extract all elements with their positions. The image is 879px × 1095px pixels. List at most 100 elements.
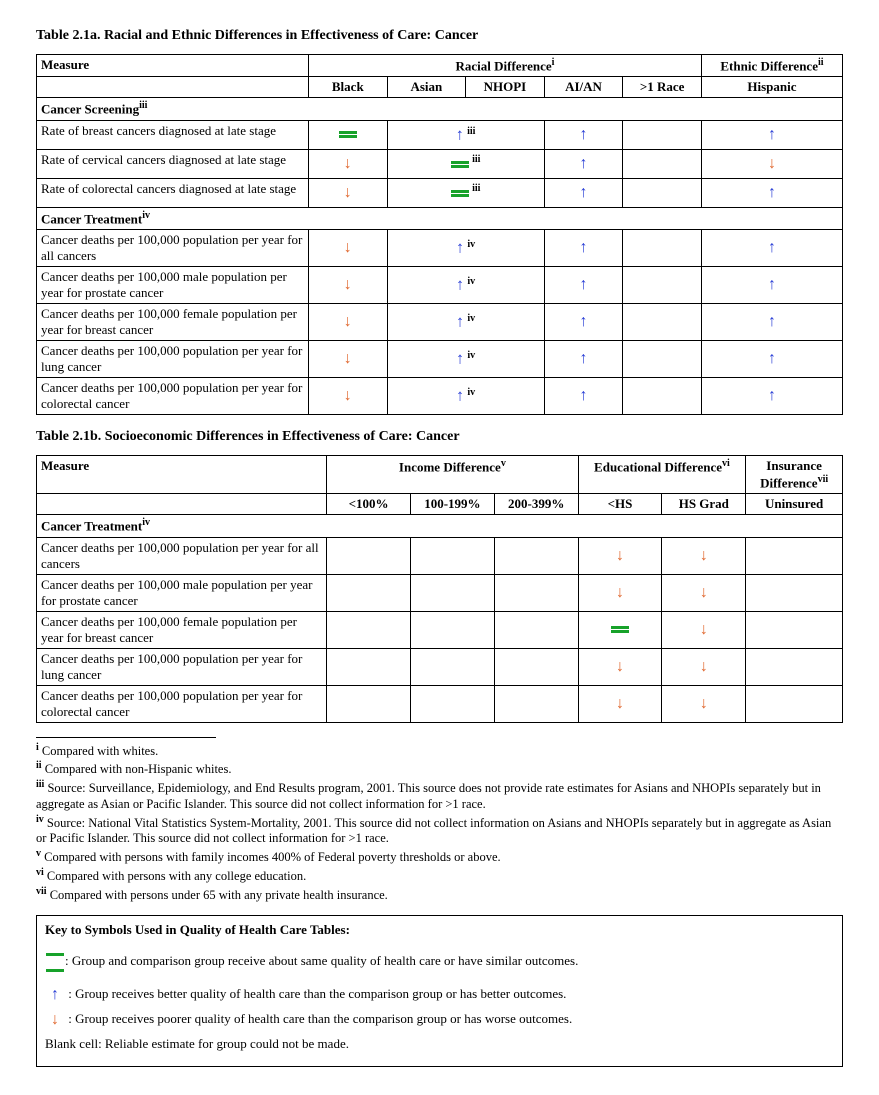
blank-cell	[410, 537, 494, 574]
down-arrow-icon: ↓	[662, 648, 746, 685]
blank-cell	[327, 537, 411, 574]
down-arrow-icon: ↓	[45, 1012, 65, 1028]
up-arrow-icon: ↑	[701, 340, 842, 377]
measure-cell: Cancer deaths per 100,000 population per…	[37, 229, 309, 266]
up-arrow-icon: ↑	[544, 266, 623, 303]
up-arrow-icon: ↑ iv	[387, 377, 544, 414]
down-arrow-icon: ↓	[309, 266, 388, 303]
up-arrow-icon: ↑	[701, 377, 842, 414]
income-header: Income Differencev	[327, 455, 578, 493]
table-row: Cancer deaths per 100,000 population per…	[37, 340, 843, 377]
up-arrow-icon: ↑	[544, 149, 623, 178]
ethnic-header: Ethnic Differenceii	[701, 55, 842, 77]
up-arrow-icon: ↑	[544, 340, 623, 377]
blank-cell	[746, 685, 843, 722]
ins-header: Insurance Differencevii	[746, 455, 843, 493]
footnote: ii Compared with non-Hispanic whites.	[36, 760, 843, 778]
section-cancer-treatment: Cancer Treatmentiv	[37, 207, 843, 229]
measure-cell: Rate of cervical cancers diagnosed at la…	[37, 149, 309, 178]
blank-cell	[623, 377, 702, 414]
blank-cell	[746, 648, 843, 685]
table-row: Rate of cervical cancers diagnosed at la…	[37, 149, 843, 178]
blank-cell	[327, 685, 411, 722]
down-arrow-icon: ↓	[662, 611, 746, 648]
key-up: : Group receives better quality of healt…	[65, 986, 566, 1001]
up-arrow-icon: ↑ iv	[387, 340, 544, 377]
down-arrow-icon: ↓	[309, 178, 388, 207]
blank-cell	[623, 229, 702, 266]
up-arrow-icon: ↑	[701, 178, 842, 207]
blank-cell	[327, 648, 411, 685]
table-row: Cancer deaths per 100,000 population per…	[37, 537, 843, 574]
measure-cell: Rate of breast cancers diagnosed at late…	[37, 120, 309, 149]
blank-cell	[623, 149, 702, 178]
key-eq: : Group and comparison group receive abo…	[65, 953, 578, 968]
racial-header: Racial Differencei	[309, 55, 702, 77]
down-arrow-icon: ↓	[578, 537, 662, 574]
down-arrow-icon: ↓	[578, 685, 662, 722]
table-b-title: Table 2.1b. Socioeconomic Differences in…	[36, 429, 843, 445]
blank-cell	[494, 685, 578, 722]
table-b: Measure Income Differencev Educational D…	[36, 455, 843, 723]
down-arrow-icon: ↓	[578, 574, 662, 611]
blank-cell	[623, 303, 702, 340]
down-arrow-icon: ↓	[309, 340, 388, 377]
blank-cell	[746, 537, 843, 574]
measure-cell: Cancer deaths per 100,000 male populatio…	[37, 574, 327, 611]
down-arrow-icon: ↓	[662, 685, 746, 722]
up-arrow-icon: ↑ iv	[387, 266, 544, 303]
key-blank: Blank cell: Reliable estimate for group …	[45, 1036, 834, 1052]
blank-cell	[327, 574, 411, 611]
up-arrow-icon: ↑	[701, 303, 842, 340]
equal-icon: iii	[387, 149, 544, 178]
down-arrow-icon: ↓	[578, 648, 662, 685]
footnote: vi Compared with persons with any colleg…	[36, 867, 843, 885]
table-b-subheader: <100%100-199%200-399%<HSHS GradUninsured	[37, 494, 843, 515]
measure-cell: Cancer deaths per 100,000 female populat…	[37, 611, 327, 648]
down-arrow-icon: ↓	[701, 149, 842, 178]
up-arrow-icon: ↑	[701, 120, 842, 149]
footnotes: i Compared with whites.ii Compared with …	[36, 742, 843, 904]
measure-cell: Cancer deaths per 100,000 male populatio…	[37, 266, 309, 303]
section-cancer-treatment-b: Cancer Treatmentiv	[37, 515, 843, 537]
up-arrow-icon: ↑	[701, 229, 842, 266]
table-row: Cancer deaths per 100,000 female populat…	[37, 611, 843, 648]
blank-cell	[410, 574, 494, 611]
measure-cell: Cancer deaths per 100,000 population per…	[37, 648, 327, 685]
table-row: Cancer deaths per 100,000 population per…	[37, 377, 843, 414]
blank-cell	[494, 537, 578, 574]
down-arrow-icon: ↓	[309, 149, 388, 178]
up-arrow-icon: ↑	[544, 229, 623, 266]
table-row: Cancer deaths per 100,000 population per…	[37, 685, 843, 722]
measure-header-b: Measure	[37, 455, 327, 493]
measure-header: Measure	[37, 55, 309, 77]
down-arrow-icon: ↓	[309, 229, 388, 266]
footnote: v Compared with persons with family inco…	[36, 848, 843, 866]
measure-cell: Rate of colorectal cancers diagnosed at …	[37, 178, 309, 207]
measure-cell: Cancer deaths per 100,000 population per…	[37, 685, 327, 722]
blank-cell	[494, 648, 578, 685]
blank-cell	[410, 611, 494, 648]
up-arrow-icon: ↑ iv	[387, 303, 544, 340]
table-row: Cancer deaths per 100,000 male populatio…	[37, 266, 843, 303]
blank-cell	[327, 611, 411, 648]
up-arrow-icon: ↑	[544, 178, 623, 207]
blank-cell	[746, 574, 843, 611]
table-row: Cancer deaths per 100,000 female populat…	[37, 303, 843, 340]
blank-cell	[623, 178, 702, 207]
table-row: Cancer deaths per 100,000 population per…	[37, 229, 843, 266]
up-arrow-icon: ↑ iii	[387, 120, 544, 149]
blank-cell	[623, 266, 702, 303]
key-down: : Group receives poorer quality of healt…	[65, 1011, 572, 1026]
key-title: Key to Symbols Used in Quality of Health…	[45, 922, 834, 938]
up-arrow-icon: ↑	[701, 266, 842, 303]
blank-cell	[410, 685, 494, 722]
key-box: Key to Symbols Used in Quality of Health…	[36, 915, 843, 1067]
up-arrow-icon: ↑ iv	[387, 229, 544, 266]
table-a-subheader: BlackAsianNHOPIAI/AN>1 RaceHispanic	[37, 77, 843, 98]
footnote: iv Source: National Vital Statistics Sys…	[36, 814, 843, 847]
footnote: iii Source: Surveillance, Epidemiology, …	[36, 779, 843, 812]
equal-icon	[309, 120, 388, 149]
blank-cell	[494, 611, 578, 648]
down-arrow-icon: ↓	[662, 574, 746, 611]
